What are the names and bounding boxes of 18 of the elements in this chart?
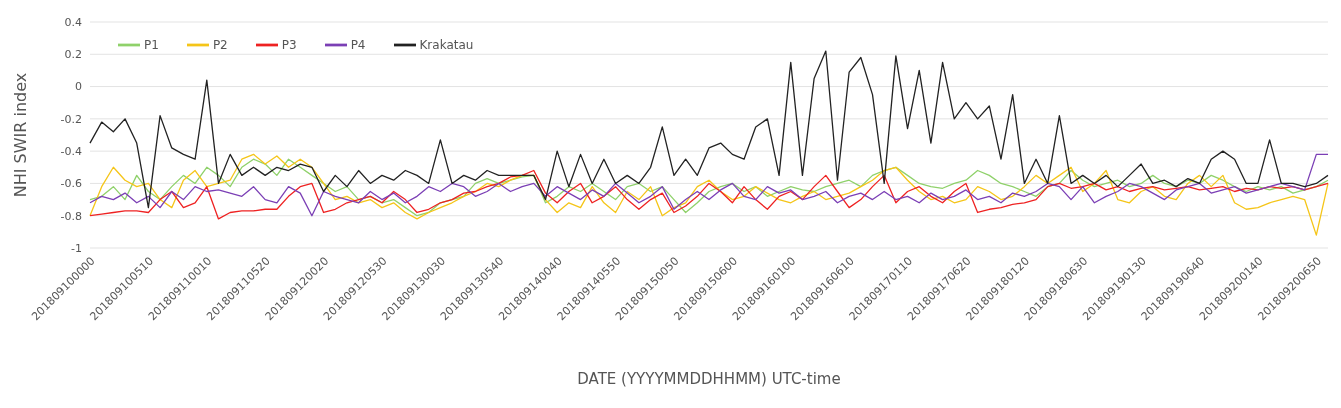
y-tick-label: -0.4 — [60, 145, 82, 159]
y-tick-label: 0 — [75, 80, 82, 94]
y-tick-label: -0.6 — [60, 177, 82, 191]
legend-label: P3 — [281, 37, 297, 52]
legend-label: P2 — [212, 37, 228, 52]
legend-label: Krakatau — [419, 37, 474, 52]
line-series — [89, 169, 1329, 220]
y-axis-title: NHI SWIR index — [10, 72, 30, 198]
line-series — [89, 153, 1329, 236]
legend-label: P1 — [144, 37, 159, 52]
y-tick-label: 0.4 — [64, 15, 82, 29]
y-tick-label: 0.2 — [64, 48, 82, 62]
y-tick-label: -1 — [71, 241, 82, 255]
y-tick-label: -0.8 — [60, 209, 82, 223]
x-axis-title: DATE (YYYYMMDDHHMM) UTC-time — [577, 370, 841, 388]
y-tick-label: -0.2 — [60, 112, 82, 126]
legend-label: P4 — [350, 37, 366, 52]
line-series — [89, 50, 1329, 209]
